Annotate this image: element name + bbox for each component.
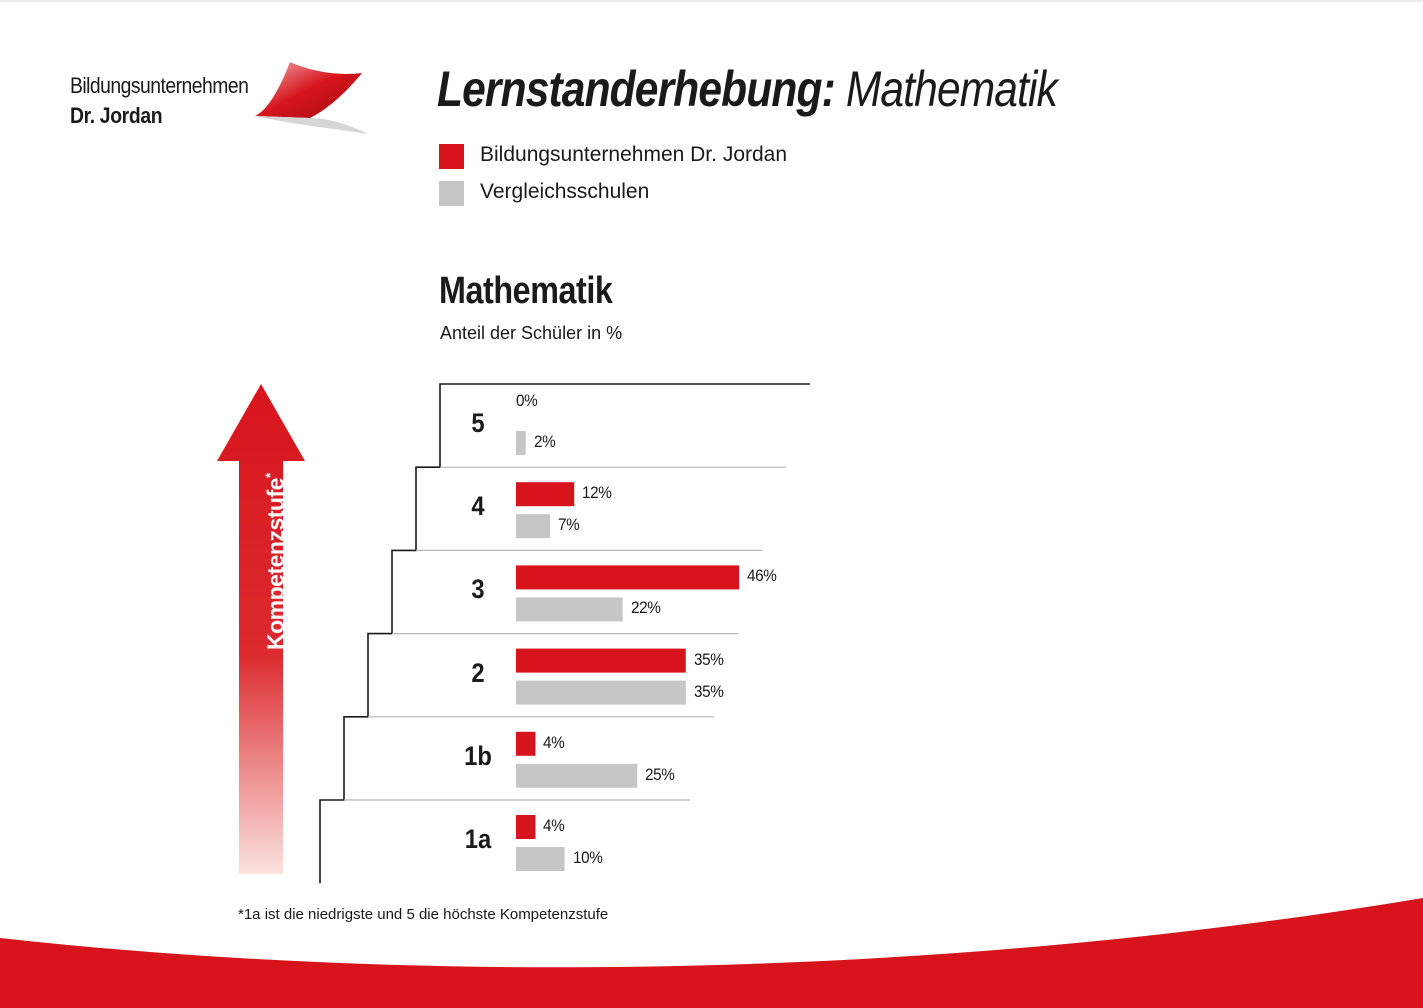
logo-text-line1: Bildungsunternehmen xyxy=(70,73,249,98)
competence-arrow-icon xyxy=(217,384,305,874)
page-title: Lernstanderhebung: Mathematik xyxy=(437,60,1058,118)
level-label: 1b xyxy=(464,740,492,771)
value-label: 12% xyxy=(582,483,612,503)
chart-subtitle: Anteil der Schüler in % xyxy=(440,323,623,343)
bar-dr-jordan xyxy=(516,648,686,673)
level-label: 1a xyxy=(464,824,492,854)
value-label: 4% xyxy=(543,816,565,835)
axis-label-marker: * xyxy=(262,473,278,479)
top-border xyxy=(0,0,1423,2)
level-label: 2 xyxy=(471,657,485,688)
bar-dr-jordan xyxy=(516,482,575,507)
page-title-bold: Lernstanderhebung: xyxy=(437,61,836,117)
legend-label: Vergleichsschulen xyxy=(480,180,650,203)
page-title-light: Mathematik xyxy=(834,61,1058,117)
logo-flag-icon xyxy=(255,62,368,134)
bar-dr-jordan xyxy=(516,731,536,756)
legend-swatch-gray xyxy=(439,181,464,206)
bar-vergleichsschulen xyxy=(516,680,686,705)
value-label: 4% xyxy=(543,732,565,752)
bar-dr-jordan xyxy=(516,565,740,590)
chart-title: Mathematik xyxy=(439,270,613,312)
bar-vergleichsschulen xyxy=(516,763,638,788)
value-label: 0% xyxy=(516,391,538,410)
level-label: 4 xyxy=(471,491,485,522)
logo-text-line2: Dr. Jordan xyxy=(70,103,163,128)
value-label: 7% xyxy=(557,515,580,535)
company-logo: Bildungsunternehmen Dr. Jordan xyxy=(70,62,370,150)
value-label: 35% xyxy=(693,681,724,701)
bar-vergleichsschulen xyxy=(516,847,565,871)
value-label: 35% xyxy=(693,649,724,669)
level-label: 3 xyxy=(471,574,485,605)
value-label: 10% xyxy=(572,848,603,867)
bar-vergleichsschulen xyxy=(516,514,550,539)
bar-vergleichsschulen xyxy=(516,431,526,455)
bottom-wave-decoration xyxy=(0,898,1423,1008)
value-label: 22% xyxy=(630,598,661,618)
value-label: 46% xyxy=(747,566,777,586)
axis-label-text: Kompetenzstufe xyxy=(262,478,289,650)
bar-dr-jordan xyxy=(516,815,536,839)
bar-vergleichsschulen xyxy=(516,597,623,622)
footnote: *1a ist die niedrigste und 5 die höchste… xyxy=(238,906,609,923)
legend-swatch-red xyxy=(439,144,464,169)
axis-label: Kompetenzstufe* xyxy=(262,473,290,650)
value-label: 25% xyxy=(645,764,675,784)
level-label: 5 xyxy=(471,408,485,438)
value-label: 2% xyxy=(533,432,556,451)
legend-label: Bildungsunternehmen Dr. Jordan xyxy=(480,143,788,166)
